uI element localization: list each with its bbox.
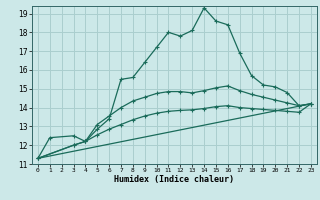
X-axis label: Humidex (Indice chaleur): Humidex (Indice chaleur) <box>115 175 234 184</box>
